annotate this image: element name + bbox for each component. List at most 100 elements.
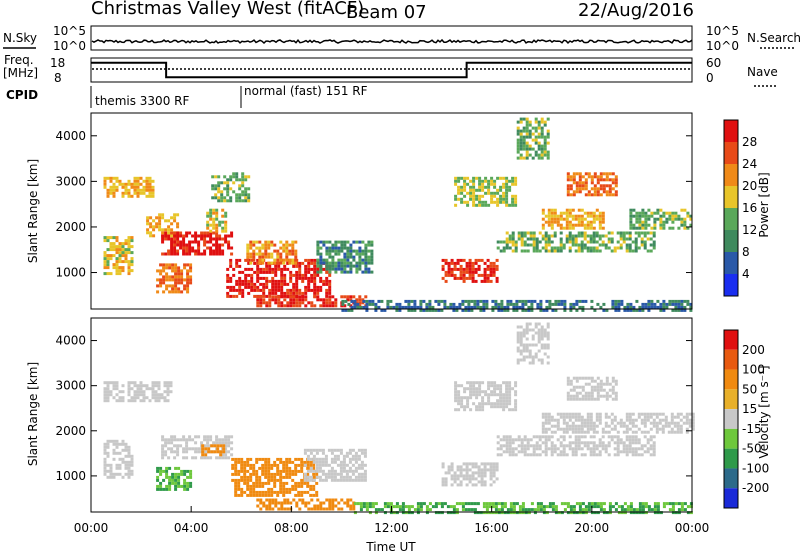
heatmap-cell [490,179,494,183]
heatmap-cell [489,261,493,265]
heatmap-cell [148,179,152,183]
heatmap-cell [215,211,219,215]
heatmap-cell [586,418,590,422]
heatmap-cell [301,498,305,502]
heatmap-cell [306,457,310,461]
heatmap-cell [337,264,341,268]
heatmap-cell [580,424,584,428]
heatmap-cell [286,291,290,295]
heatmap-cell [349,261,353,265]
heatmap-cell [316,291,320,295]
x-tick-label: 00:00 [675,521,710,535]
heatmap-cell [115,466,119,470]
heatmap-cell [487,381,491,385]
heatmap-cell [453,273,457,277]
heatmap-cell [523,450,527,454]
heatmap-cell [324,454,328,458]
heatmap-cell [115,272,119,276]
heatmap-cell [244,282,248,286]
heatmap-cell [526,441,530,445]
heatmap-cell [520,450,524,454]
heatmap-cell [139,176,143,180]
heatmap-cell [668,217,672,221]
heatmap-cell [581,175,585,179]
heatmap-cell [493,405,497,409]
heatmap-cell [219,444,223,448]
heatmap-cell [276,255,280,259]
heatmap-cell [152,219,156,223]
heatmap-cell [661,430,665,434]
heatmap-cell [658,418,662,422]
heatmap-cell [583,453,587,457]
heatmap-cell [173,216,177,220]
heatmap-cell [541,430,545,434]
heatmap-cell [201,444,205,448]
heatmap-cell [244,258,248,262]
heatmap-cell [673,430,677,434]
heatmap-cell [540,135,544,139]
heatmap-cell [605,511,609,515]
heatmap-cell [519,340,523,344]
heatmap-cell [374,511,378,515]
y-tick-label: 3000 [55,379,86,393]
heatmap-cell [590,385,594,389]
heatmap-cell [321,460,325,464]
heatmap-cell [537,120,541,124]
heatmap-cell [638,508,642,512]
heatmap-cell [652,435,656,439]
heatmap-cell [136,191,140,195]
heatmap-cell [493,393,497,397]
heatmap-cell [173,237,177,241]
heatmap-cell [646,237,650,241]
heatmap-cell [599,505,603,509]
heatmap-cell [505,194,509,198]
heatmap-cell [505,390,509,394]
heatmap-cell [103,399,107,403]
heatmap-cell [162,478,166,482]
heatmap-cell [483,480,487,484]
heatmap-cell [365,299,369,303]
heatmap-cell [595,240,599,244]
heatmap-cell [318,460,322,464]
heatmap-cell [656,505,660,509]
heatmap-cell [291,478,295,482]
heatmap-cell [583,435,587,439]
heatmap-cell [361,270,365,274]
heatmap-cell [306,472,310,476]
heatmap-cell [644,211,648,215]
heatmap-cell [259,282,263,286]
heatmap-cell [271,501,275,505]
heatmap-cell [461,302,465,306]
heatmap-cell [583,246,587,250]
heatmap-cell [183,487,187,491]
heatmap-cell [168,484,172,488]
heatmap-cell [628,427,632,431]
heatmap-cell [292,273,296,277]
heatmap-cell [285,457,289,461]
heatmap-cell [291,469,295,473]
power-colorbar-label: Power [dB] [757,172,771,237]
heatmap-cell [481,194,485,198]
heatmap-cell [457,384,461,388]
heatmap-cell [575,190,579,194]
heatmap-cell [162,275,166,279]
heatmap-cell [241,175,245,179]
noise-right-tick-top: 10^5 [706,24,739,38]
heatmap-cell [483,462,487,466]
heatmap-cell [171,269,175,273]
heatmap-cell [277,298,281,302]
heatmap-cell [550,220,554,224]
heatmap-cell [523,234,527,238]
heatmap-cell [643,435,647,439]
heatmap-cell [318,463,322,467]
heatmap-cell [295,301,299,305]
heatmap-cell [589,447,593,451]
heatmap-cell [596,391,600,395]
heatmap-cell [590,379,594,383]
heatmap-cell [367,240,371,244]
heatmap-cell [209,438,213,442]
heatmap-cell [546,150,550,154]
heatmap-cell [683,220,687,224]
heatmap-cell [563,308,567,312]
heatmap-cell [176,453,180,457]
